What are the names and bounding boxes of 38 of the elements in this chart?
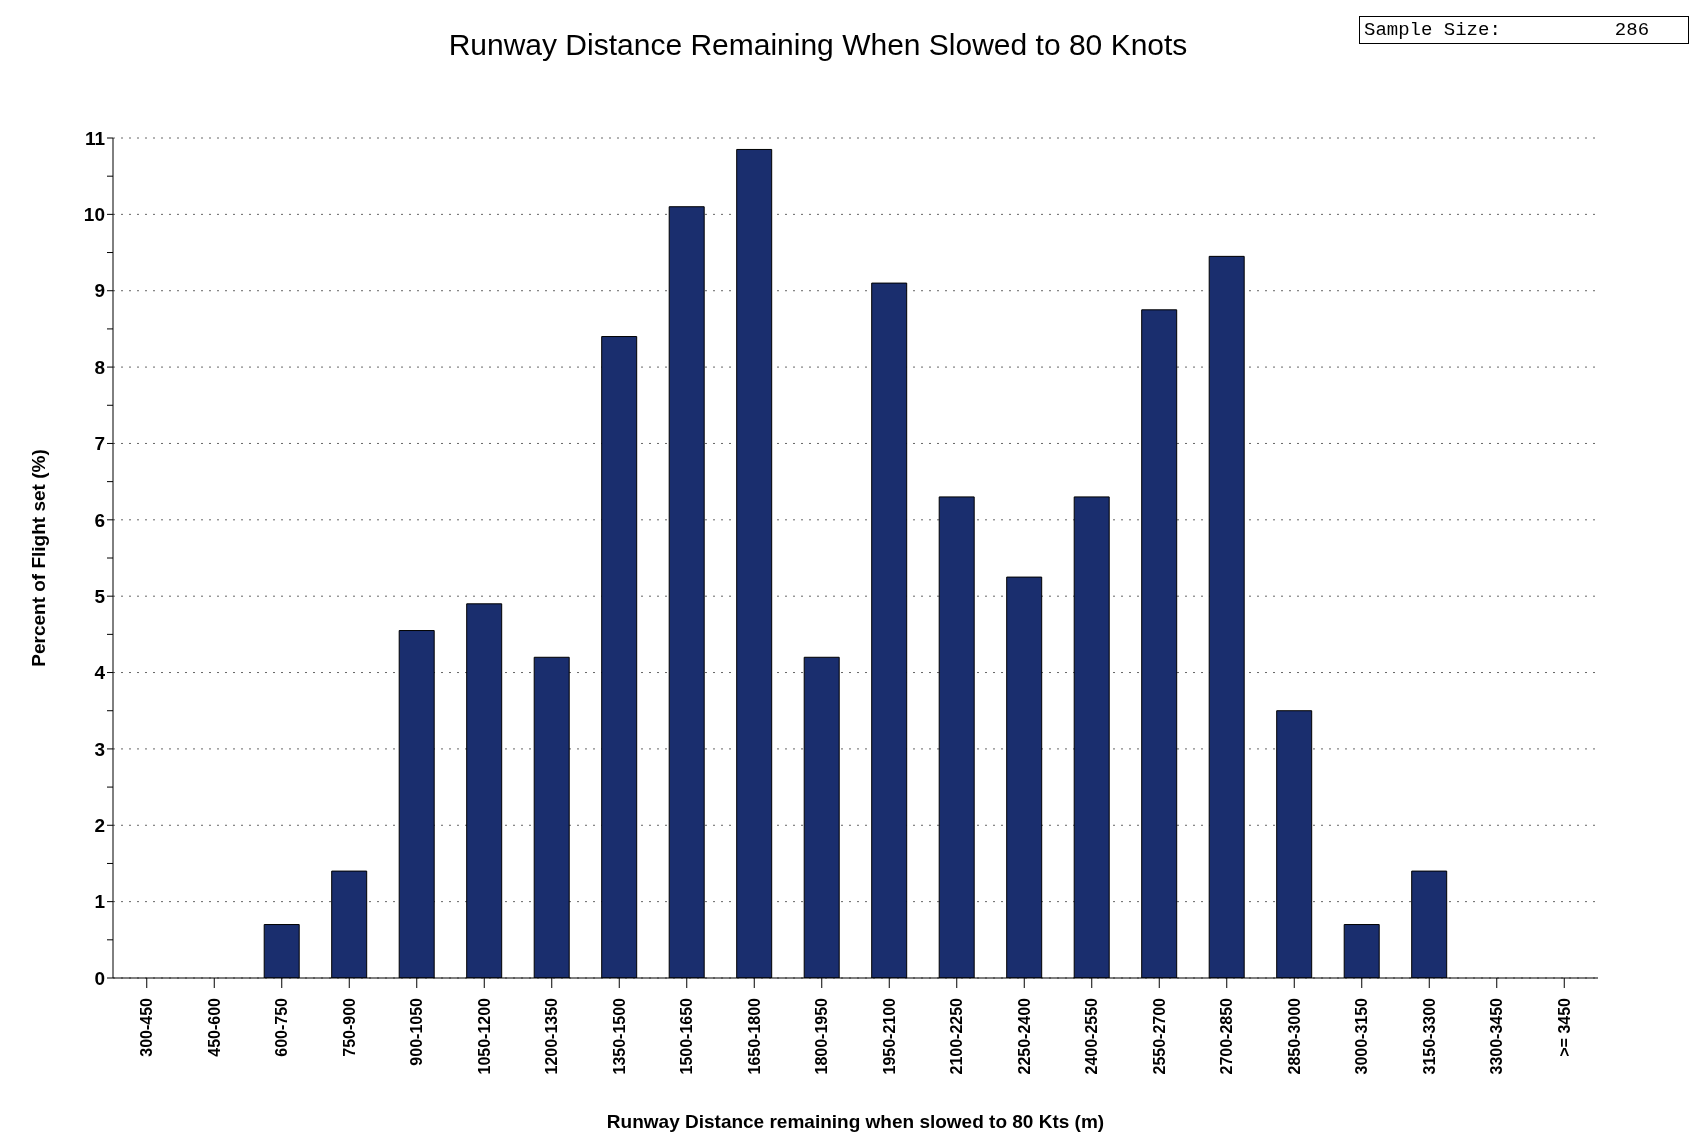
x-tick-label: 2100-2250: [948, 997, 966, 1075]
x-axis-title: Runway Distance remaining when slowed to 80 Kts (m): [606, 1111, 1105, 1132]
x-tick-label: 2550-2700: [1150, 997, 1168, 1075]
sample-size-box: Sample Size: 286: [1359, 16, 1689, 44]
y-tick-label: 10: [83, 204, 105, 226]
y-tick-label: 7: [94, 433, 105, 455]
x-tick-label: 2700-2850: [1218, 997, 1236, 1075]
x-tick-label: 1050-1200: [475, 997, 493, 1075]
x-tick-label: 1650-1800: [745, 997, 763, 1075]
x-tick-label: 1200-1350: [543, 997, 561, 1075]
x-tick-label: 1500-1650: [678, 997, 696, 1075]
y-tick-label: 6: [94, 509, 105, 531]
x-tick-label: 1950-2100: [880, 997, 898, 1075]
y-tick-label: 3: [94, 738, 105, 760]
y-tick-label: 0: [94, 967, 105, 989]
y-tick-label: 4: [94, 662, 106, 684]
y-tick-label: 1: [94, 891, 106, 913]
y-tick-label: 8: [94, 356, 105, 378]
y-tick-label: 11: [84, 127, 106, 149]
y-tick-label: 5: [94, 585, 106, 607]
x-tick-label: 300-450: [138, 997, 156, 1057]
y-tick-label: 9: [94, 280, 105, 302]
x-tick-label: 750-900: [340, 997, 358, 1057]
x-tick-label: 3150-3300: [1420, 997, 1438, 1075]
x-tick-label: 2250-2400: [1015, 997, 1033, 1075]
x-tick-label: >= 3450: [1555, 997, 1573, 1057]
chart-title: Runway Distance Remaining When Slowed to 80 Knots: [448, 28, 1188, 61]
x-tick-label: 450-600: [205, 997, 223, 1057]
x-tick-label: 2400-2550: [1083, 997, 1101, 1075]
x-tick-label: 3000-3150: [1353, 997, 1371, 1075]
x-tick-label: 3300-3450: [1488, 997, 1506, 1075]
y-tick-label: 2: [94, 815, 105, 837]
x-tick-label: 1800-1950: [813, 997, 831, 1075]
x-tick-label: 1350-1500: [610, 997, 628, 1075]
x-tick-label: 2850-3000: [1285, 997, 1303, 1075]
x-tick-label: 900-1050: [408, 997, 426, 1066]
y-axis-title: Percent of Flight set (%): [27, 449, 49, 667]
x-tick-label: 600-750: [273, 997, 291, 1057]
